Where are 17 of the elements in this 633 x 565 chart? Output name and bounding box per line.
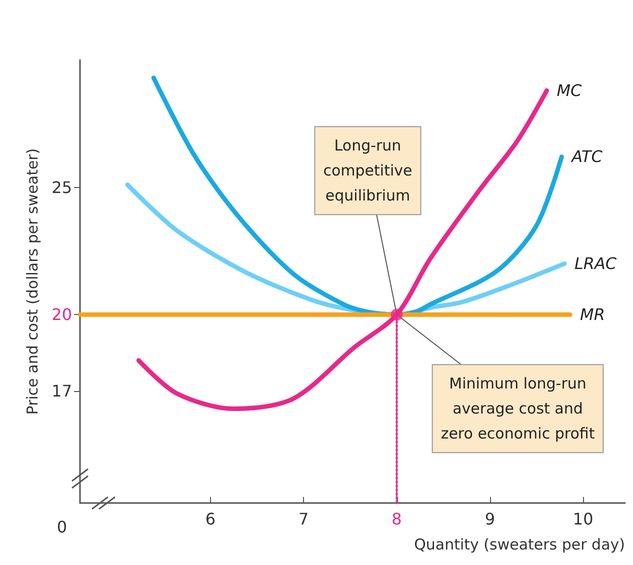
series-label: MC — [556, 81, 583, 100]
text: 0 — [56, 518, 68, 536]
series-label: ATC — [570, 147, 604, 166]
x-axis-title: Quantity (sweaters per day) — [414, 536, 625, 554]
y-tick-label: 25 — [52, 178, 72, 197]
x-tick-label: 7 — [298, 510, 309, 528]
series-label: MR — [580, 305, 605, 324]
y-axis-title: Price and cost (dollars per sweater) — [24, 148, 42, 415]
x-tick-label: 10 — [572, 510, 594, 528]
x-tick-label: 6 — [205, 510, 216, 528]
y-tick-label: 17 — [52, 381, 72, 400]
x-tick-label: 9 — [484, 510, 496, 528]
annotation: Long-run competitive equilibrium — [323, 136, 412, 205]
x-tick-label: 8 — [392, 510, 402, 528]
series-label: LRAC — [574, 254, 618, 274]
annotation: Minimum long-run average cost and zero economic profit — [440, 374, 595, 443]
y-tick-label: 20 — [52, 305, 72, 324]
